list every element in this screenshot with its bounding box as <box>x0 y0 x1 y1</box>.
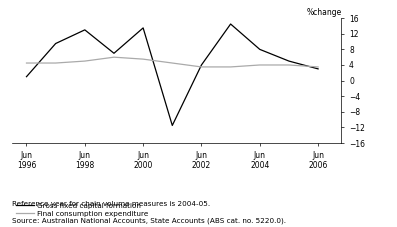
Gross fixed capital formation <box>170 124 175 127</box>
Gross fixed capital formation <box>287 60 291 62</box>
Final consumption expenditure <box>24 62 29 64</box>
Final consumption expenditure <box>53 62 58 64</box>
Line: Gross fixed capital formation: Gross fixed capital formation <box>27 24 318 126</box>
Final consumption expenditure <box>141 58 146 60</box>
Line: Final consumption expenditure: Final consumption expenditure <box>27 57 318 67</box>
Gross fixed capital formation <box>24 75 29 78</box>
Legend: Gross fixed capital formation, Final consumption expenditure: Gross fixed capital formation, Final con… <box>15 202 148 217</box>
Gross fixed capital formation <box>141 27 146 29</box>
Text: Source: Australian National Accounts, State Accounts (ABS cat. no. 5220.0).: Source: Australian National Accounts, St… <box>12 218 286 225</box>
Gross fixed capital formation <box>112 52 116 55</box>
Gross fixed capital formation <box>257 48 262 51</box>
Final consumption expenditure <box>287 64 291 66</box>
Gross fixed capital formation <box>228 23 233 25</box>
Final consumption expenditure <box>170 62 175 64</box>
Final consumption expenditure <box>83 60 87 62</box>
Final consumption expenditure <box>228 66 233 68</box>
Gross fixed capital formation <box>83 29 87 31</box>
Final consumption expenditure <box>199 66 204 68</box>
Gross fixed capital formation <box>53 42 58 45</box>
Final consumption expenditure <box>316 66 320 68</box>
Final consumption expenditure <box>112 56 116 59</box>
Final consumption expenditure <box>257 64 262 66</box>
Gross fixed capital formation <box>316 67 320 70</box>
Gross fixed capital formation <box>199 64 204 66</box>
Text: %change: %change <box>306 8 341 17</box>
Text: Reference year for chain volume measures is 2004-05.: Reference year for chain volume measures… <box>12 201 210 207</box>
